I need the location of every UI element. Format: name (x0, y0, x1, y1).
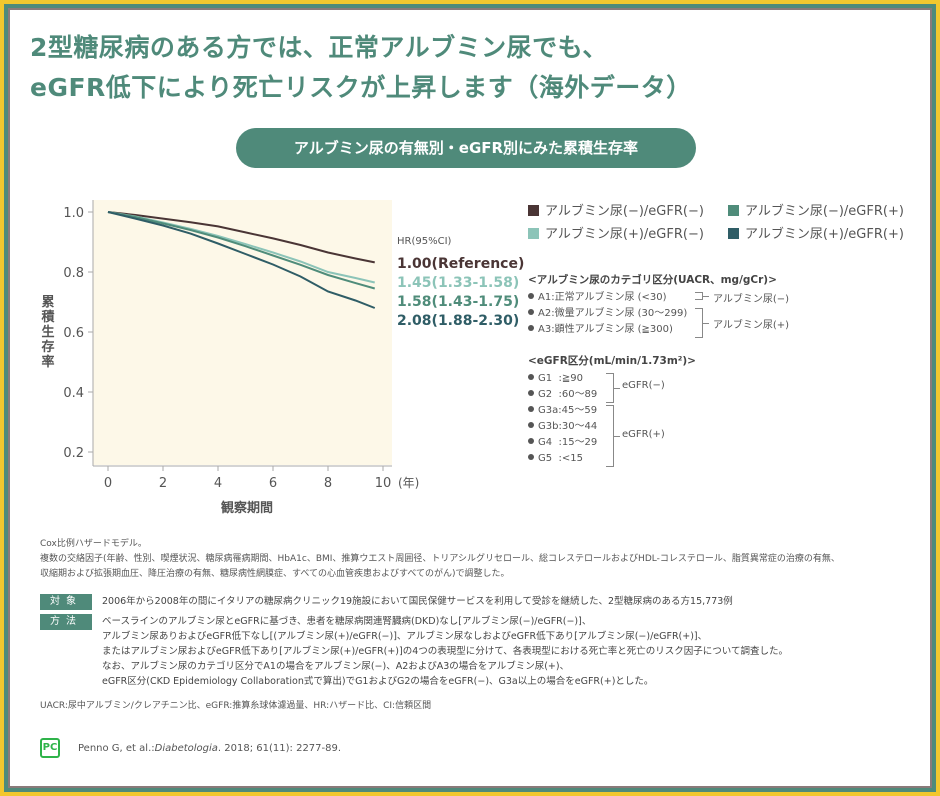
legend-label: アルブミン尿(+)/eGFR(+) (745, 227, 904, 242)
egfr-item: G2 :60〜89 (528, 387, 696, 403)
legend-swatch (728, 228, 739, 239)
egfr-item: G3a:45〜59 (528, 403, 696, 419)
x-axis-label: 観察期間 (220, 500, 273, 516)
egfr-categories: <eGFR区分(mL/min/1.73m²)> G1 :≧90 G2 :60〜8… (528, 353, 696, 467)
albuminuria-item: A2:微量アルブミン尿 (30〜299) (528, 306, 777, 322)
legend-label: アルブミン尿(−)/eGFR(−) (545, 204, 704, 219)
footnotes: Cox比例ハザードモデル。 複数の交絡因子(年齢、性別、喫煙状況、糖尿病罹病期間… (40, 539, 840, 579)
y-axis-label: 存 (41, 339, 54, 355)
egfr-item: G4 :15〜29 (528, 435, 696, 451)
y-tick-label: 0.4 (63, 386, 84, 401)
reference: PC Penno G, et al.: Diabetologia. 2018; … (40, 738, 341, 758)
albuminuria-item: A1:正常アルブミン尿 (<30) (528, 290, 777, 306)
x-tick-label: 2 (159, 476, 167, 491)
egfr-neg-label: eGFR(−) (622, 380, 665, 391)
series-line (107, 211, 375, 264)
hr-label: 2.08(1.88-2.30) (397, 313, 519, 329)
albuminuria-pos-label: アルブミン尿(+) (713, 320, 790, 331)
legend-swatch (528, 228, 539, 239)
egfr-item: G5 :<15 (528, 451, 696, 467)
y-tick-label: 0.8 (63, 266, 84, 281)
x-tick-label: 8 (324, 476, 332, 491)
x-tick-label: 4 (214, 476, 222, 491)
methods-tag: 方法 (40, 614, 92, 630)
abbreviations: UACR:尿中アルブミン/クレアチニン比、eGFR:推算糸球体濾過量、HR:ハザ… (40, 701, 432, 711)
subjects-tag: 対象 (40, 594, 92, 610)
series-line (107, 211, 376, 309)
legend-swatch (728, 205, 739, 216)
y-tick-label: 0.2 (63, 446, 84, 461)
albuminuria-item: A3:顕性アルブミン尿 (≧300) (528, 322, 777, 338)
y-axis-label: 累 (41, 294, 54, 310)
albuminuria-neg-label: アルブミン尿(−) (713, 294, 790, 305)
plot-area (93, 200, 392, 465)
egfr-pos-label: eGFR(+) (622, 429, 665, 440)
y-axis-label: 積 (40, 309, 55, 325)
hr-label: 1.45(1.33-1.58) (397, 275, 519, 291)
y-axis-label: 生 (41, 324, 54, 340)
x-tick-label: 0 (104, 476, 112, 491)
legend-item: アルブミン尿(+)/eGFR(+) (728, 223, 928, 242)
page-title: 2型糖尿病のある方では、正常アルブミン尿でも、 eGFR低下により死亡リスクが上… (30, 33, 692, 102)
legend-item: アルブミン尿(+)/eGFR(−) (528, 223, 728, 242)
series-line (107, 211, 376, 290)
y-tick-label: 1.0 (63, 206, 84, 221)
methods-row: 方法 ベースラインのアルブミン尿とeGFRに基づき、患者を糖尿病関連腎臓病(DK… (40, 614, 788, 689)
hr-label: 1.58(1.43-1.75) (397, 294, 519, 310)
egfr-item: G3b:30〜44 (528, 419, 696, 435)
chart-subtitle: アルブミン尿の有無別・eGFR別にみた累積生存率 (236, 128, 696, 168)
hr-header: HR(95%CI) (397, 236, 452, 247)
legend-item: アルブミン尿(−)/eGFR(+) (728, 200, 928, 219)
hr-label: 1.00(Reference) (397, 256, 524, 272)
y-tick-label: 0.6 (63, 326, 84, 341)
legend-swatch (528, 205, 539, 216)
x-unit: (年) (398, 476, 419, 490)
legend-item: アルブミン尿(−)/eGFR(−) (528, 200, 728, 219)
pc-logo-icon: PC (40, 738, 60, 758)
legend-label: アルブミン尿(+)/eGFR(−) (545, 227, 704, 242)
x-tick-label: 6 (269, 476, 277, 491)
x-tick-label: 10 (375, 476, 392, 491)
egfr-item: G1 :≧90 (528, 371, 696, 387)
y-axis-label: 率 (41, 354, 54, 370)
legend-label: アルブミン尿(−)/eGFR(+) (745, 204, 904, 219)
legend: アルブミン尿(−)/eGFR(−) アルブミン尿(−)/eGFR(+) アルブミン尿… (528, 200, 928, 242)
subjects-row: 対象 2006年から2008年の間にイタリアの糖尿病クリニック19施設において国… (40, 594, 733, 610)
albuminuria-categories: <アルブミン尿のカテゴリ区分(UACR、mg/gCr)> A1:正常アルブミン尿… (528, 272, 777, 338)
